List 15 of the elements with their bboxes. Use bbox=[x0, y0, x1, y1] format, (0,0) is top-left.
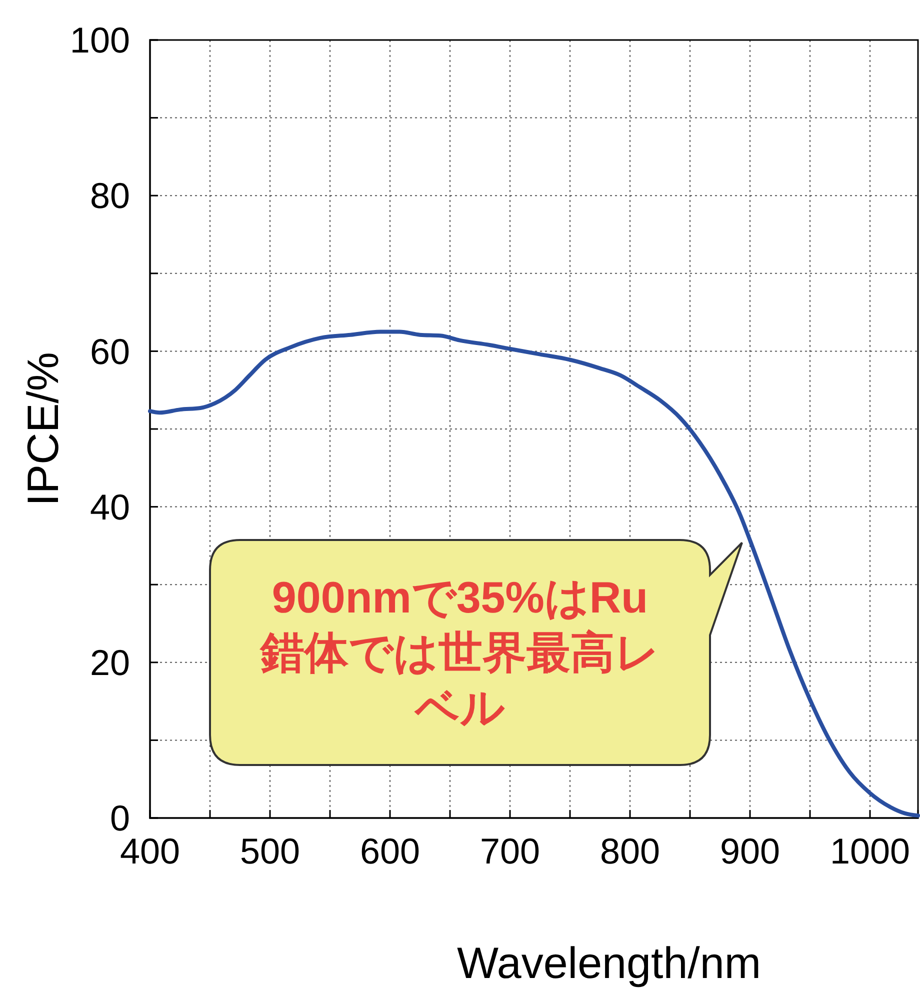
x-tick-label: 800 bbox=[600, 830, 660, 872]
y-tick-label: 20 bbox=[90, 642, 130, 683]
y-axis-title: IPCE/% bbox=[19, 352, 68, 506]
x-tick-label: 1000 bbox=[830, 830, 910, 872]
x-tick-label: 900 bbox=[720, 830, 780, 872]
x-tick-label: 500 bbox=[240, 830, 300, 872]
x-tick-label: 600 bbox=[360, 830, 420, 872]
line-series bbox=[148, 330, 920, 818]
y-tick-label: 100 bbox=[70, 20, 130, 61]
annotation: 900nmで35%はRu錯体では世界最高レベル bbox=[258, 574, 660, 732]
y-tick-label: 80 bbox=[90, 175, 130, 216]
x-axis-title: Wavelength/nm bbox=[456, 939, 762, 988]
x-tick-label: 700 bbox=[480, 830, 540, 872]
y-tick-label: 40 bbox=[90, 486, 130, 528]
y-tick-label: 60 bbox=[90, 330, 130, 372]
